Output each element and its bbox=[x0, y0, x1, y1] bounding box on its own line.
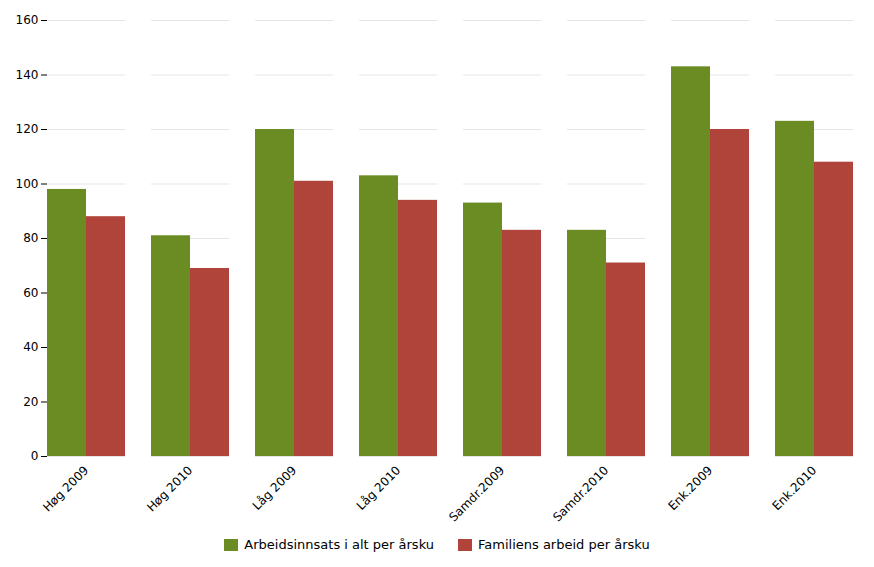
svg-text:Høg 2009: Høg 2009 bbox=[40, 463, 91, 514]
svg-text:Høg 2010: Høg 2010 bbox=[144, 463, 195, 514]
svg-text:140: 140 bbox=[16, 68, 39, 82]
svg-text:100: 100 bbox=[16, 177, 39, 191]
svg-text:80: 80 bbox=[23, 231, 38, 245]
svg-text:40: 40 bbox=[23, 340, 38, 354]
svg-text:160: 160 bbox=[16, 13, 39, 27]
svg-text:120: 120 bbox=[16, 122, 39, 136]
svg-text:0: 0 bbox=[31, 449, 39, 463]
svg-text:Låg 2010: Låg 2010 bbox=[354, 463, 404, 513]
svg-text:Samdr.2009: Samdr.2009 bbox=[446, 463, 507, 524]
html-text:Familiens arbeid per årsku: Familiens arbeid per årsku bbox=[478, 537, 650, 552]
svg-text:Låg 2009: Låg 2009 bbox=[250, 463, 300, 513]
svg-text:Samdr.2010: Samdr.2010 bbox=[550, 463, 611, 524]
svg-text:Enk.2009: Enk.2009 bbox=[665, 463, 715, 513]
svg-text:60: 60 bbox=[23, 286, 38, 300]
svg-text:20: 20 bbox=[23, 395, 38, 409]
svg-text:Enk.2010: Enk.2010 bbox=[769, 463, 819, 513]
html-text:Arbeidsinnsats i alt per årsku: Arbeidsinnsats i alt per årsku bbox=[244, 537, 434, 552]
